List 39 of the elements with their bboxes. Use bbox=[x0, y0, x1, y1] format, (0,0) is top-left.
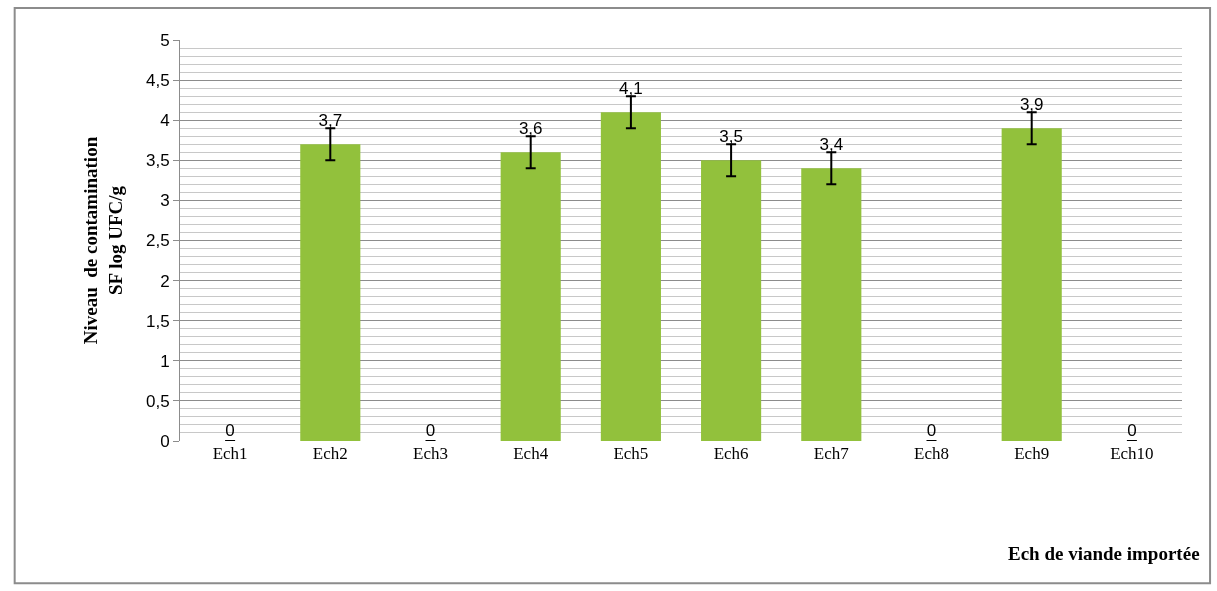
x-tick-label: Ech3 bbox=[413, 444, 448, 463]
y-tick-label: 3,5 bbox=[145, 151, 170, 171]
x-tick-label: Ech6 bbox=[713, 444, 749, 463]
data-label: 0 bbox=[425, 420, 436, 440]
bar bbox=[300, 144, 361, 441]
y-axis-title: Niveau de contamination SF log UFC/g bbox=[80, 136, 126, 345]
x-tick-label: Ech5 bbox=[613, 444, 649, 463]
data-label: 0 bbox=[225, 420, 235, 440]
bar bbox=[801, 168, 862, 441]
x-tick-label: Ech9 bbox=[1014, 444, 1050, 463]
bar bbox=[1001, 128, 1062, 441]
data-label: 3,5 bbox=[719, 127, 743, 147]
data-label: 0 bbox=[1127, 420, 1137, 440]
data-label: 0 bbox=[926, 420, 937, 440]
y-tick-label: 4,5 bbox=[145, 71, 170, 91]
y-tick-label: 4 bbox=[160, 111, 170, 131]
bar bbox=[701, 160, 762, 441]
x-tick-label: Ech4 bbox=[513, 444, 549, 463]
bar bbox=[500, 152, 561, 441]
y-tick-label: 5 bbox=[160, 30, 170, 50]
data-label: 3,6 bbox=[518, 119, 543, 139]
x-tick-label: Ech8 bbox=[914, 444, 949, 463]
x-tick-label: Ech1 bbox=[212, 444, 248, 463]
data-label: 3,4 bbox=[819, 135, 844, 155]
x-tick-label: Ech2 bbox=[312, 444, 348, 463]
y-tick-label: 2,5 bbox=[145, 231, 170, 251]
y-tick-label: 1 bbox=[160, 351, 170, 371]
y-tick-label: 3 bbox=[160, 191, 170, 211]
y-tick-label: 2 bbox=[160, 271, 170, 291]
bar bbox=[600, 112, 661, 441]
x-tick-label: Ech10 bbox=[1110, 444, 1154, 463]
y-tick-label: 1,5 bbox=[145, 311, 170, 331]
y-tick-label: 0,5 bbox=[145, 391, 170, 411]
x-axis-title: Ech de viande importée bbox=[1008, 543, 1200, 564]
x-tick-label: Ech7 bbox=[813, 444, 850, 463]
y-tick-label: 0 bbox=[160, 431, 170, 451]
data-label: 3,9 bbox=[1019, 95, 1044, 115]
data-label: 4,1 bbox=[619, 78, 643, 98]
data-label: 3,7 bbox=[318, 111, 343, 131]
